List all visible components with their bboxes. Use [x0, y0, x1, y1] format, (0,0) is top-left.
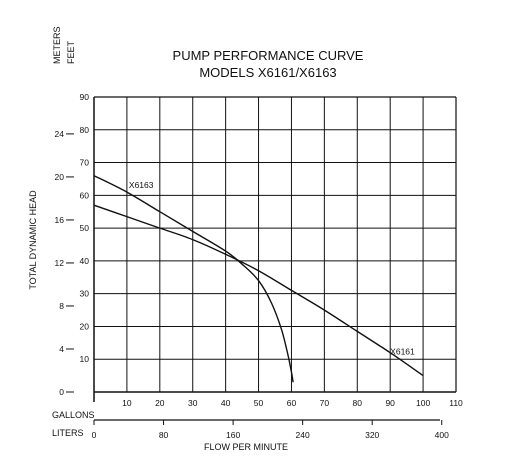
feet-tick-label: 80	[80, 125, 90, 135]
gallons-tick-label: 40	[221, 398, 231, 408]
meters-tick-label: 16	[55, 215, 65, 225]
gallons-tick-label: 20	[155, 398, 165, 408]
liters-tick-label: 320	[365, 430, 379, 440]
feet-tick-label: 50	[80, 223, 90, 233]
gallons-tick-label: 110	[449, 398, 463, 408]
feet-tick-label: 40	[80, 256, 90, 266]
chart-subtitle: MODELS X6161/X6163	[199, 65, 336, 80]
feet-tick-label: 70	[80, 158, 90, 168]
chart-title: PUMP PERFORMANCE CURVE	[173, 48, 364, 63]
gallons-tick-label: 10	[122, 398, 132, 408]
series-label-x6163: X6163	[129, 180, 154, 190]
feet-tick-label: 30	[80, 289, 90, 299]
series-lines	[93, 175, 424, 383]
liters-tick-label: 400	[435, 430, 449, 440]
feet-unit-label: FEET	[66, 40, 76, 64]
gallons-tick-label: 60	[287, 398, 297, 408]
feet-tick-label: 20	[80, 321, 90, 331]
gallons-tick-label: 70	[320, 398, 330, 408]
x-axis-label: FLOW PER MINUTE	[204, 442, 288, 452]
feet-tick-label: 60	[80, 190, 90, 200]
feet-tick-label: 10	[80, 354, 90, 364]
gallons-tick-label: 30	[188, 398, 198, 408]
gallons-tick-label: 90	[385, 398, 395, 408]
liters-tick-label: 240	[296, 430, 310, 440]
meters-unit-label: METERS	[52, 26, 62, 64]
gallons-tick-label: 50	[254, 398, 264, 408]
feet-tick-label: 90	[80, 92, 90, 102]
liters-unit-label: LITERS	[52, 428, 84, 438]
meters-tick-label: 4	[59, 344, 64, 354]
gallons-tick-label: 80	[353, 398, 363, 408]
gallons-unit-label: GALLONS	[52, 410, 95, 420]
series-line-x6163	[93, 175, 294, 383]
y-axis-label: TOTAL DYNAMIC HEAD	[28, 190, 38, 290]
gallons-tick-label: 100	[416, 398, 430, 408]
meters-tick-label: 24	[55, 129, 65, 139]
meters-tick-label: 12	[55, 258, 65, 268]
meters-tick-label: 8	[59, 301, 64, 311]
liters-tick-label: 80	[159, 430, 169, 440]
series-line-x6161	[93, 204, 424, 377]
grid-lines	[93, 96, 457, 402]
meters-tick-label: 20	[55, 172, 65, 182]
liters-tick-label: 0	[92, 430, 97, 440]
series-label-x6161: X6161	[390, 347, 415, 357]
series-labels: X6163 X6161	[129, 180, 415, 357]
liters-tick-label: 160	[226, 430, 240, 440]
meters-tick-label: 0	[59, 387, 64, 397]
